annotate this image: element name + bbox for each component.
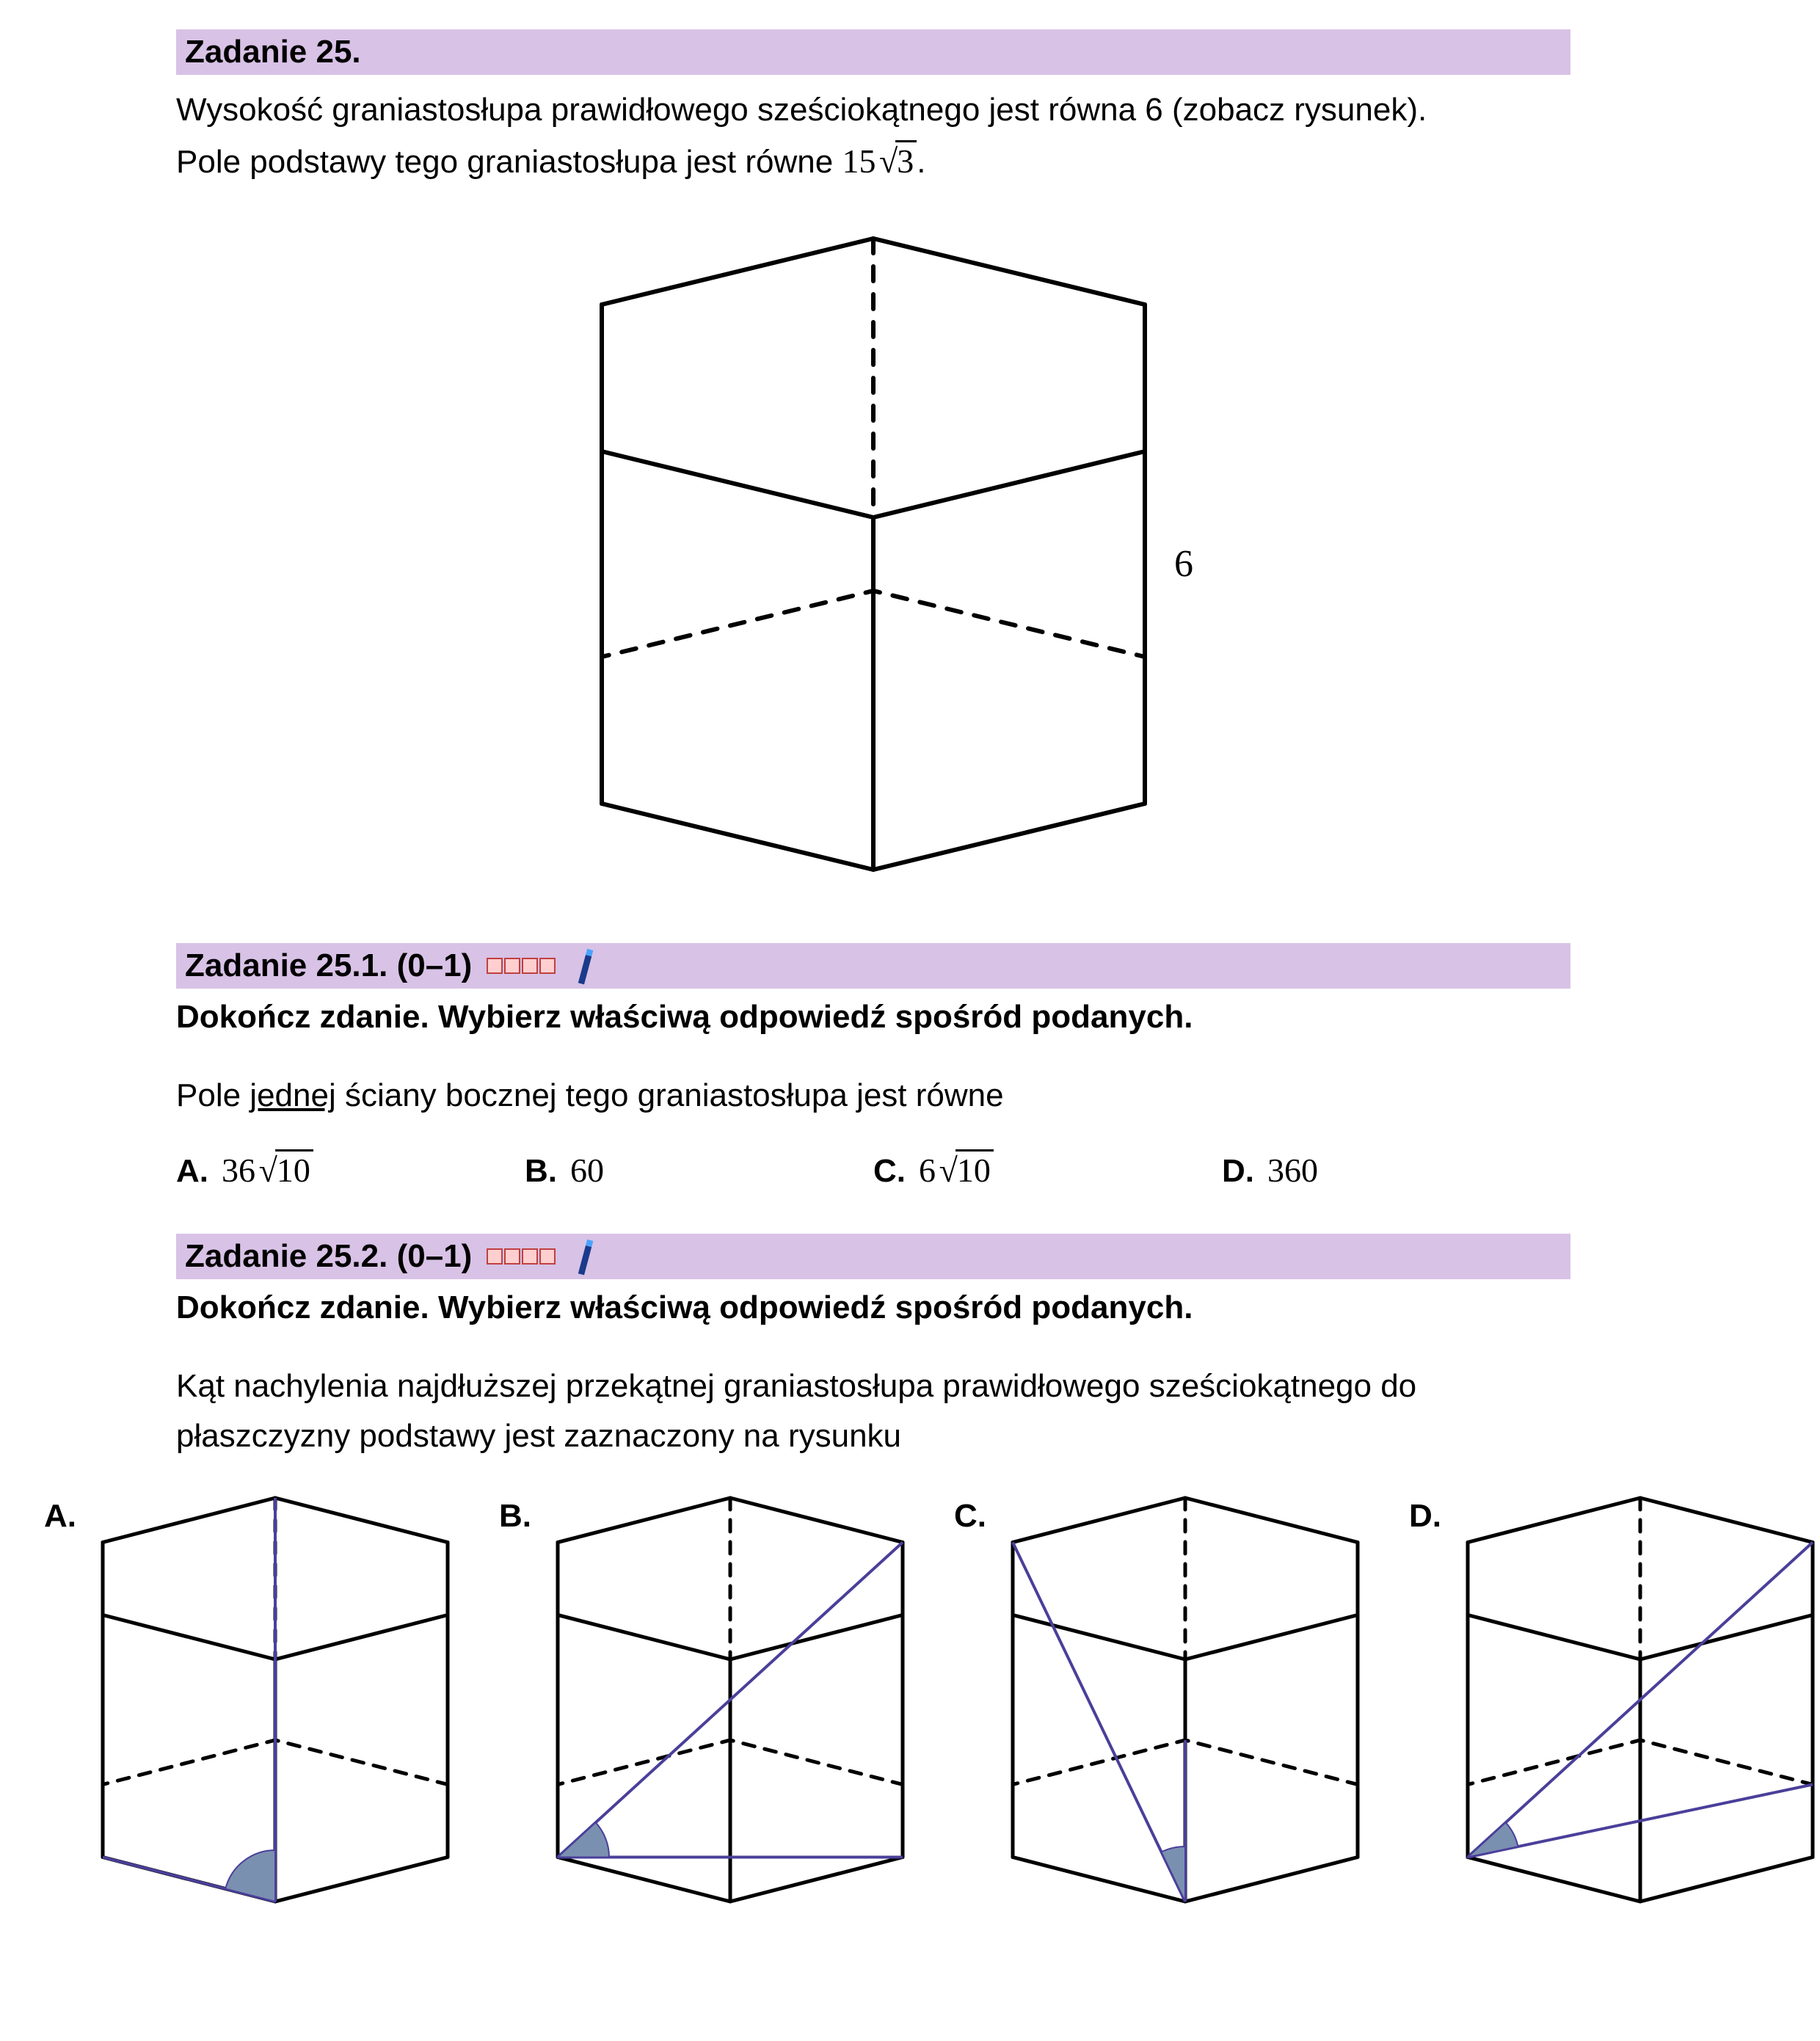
task-25-1-title: Zadanie 25.1. (0–1) — [185, 947, 472, 984]
option-D[interactable]: D. 360 — [1222, 1151, 1570, 1190]
task-25-2-instruction: Dokończ zdanie. Wybierz właściwą odpowie… — [176, 1279, 1570, 1332]
task-25-1-instruction: Dokończ zdanie. Wybierz właściwą odpowie… — [176, 989, 1570, 1041]
prism-D-svg — [1446, 1483, 1820, 1953]
hex-prism-svg: 6 — [506, 209, 1314, 928]
diagram-B[interactable]: B. — [499, 1483, 925, 1953]
diagram-C[interactable]: C. — [954, 1483, 1380, 1953]
option-C[interactable]: C. 6√10 — [873, 1151, 1222, 1190]
task-25-2-question: Kąt nachylenia najdłuższej przekątnej gr… — [176, 1332, 1570, 1461]
prism-C-svg — [991, 1483, 1380, 1953]
prism-A-svg — [81, 1483, 470, 1953]
option-B[interactable]: B. 60 — [525, 1151, 873, 1190]
task-25-line1: Wysokość graniastosłupa prawidłowego sze… — [176, 85, 1570, 135]
diagram-A[interactable]: A. — [44, 1483, 470, 1953]
score-squares-icon — [487, 958, 556, 974]
task-25-2-diagrams: A. B. C. D. — [44, 1483, 1820, 1953]
diagram-D[interactable]: D. — [1409, 1483, 1820, 1953]
task-25-1-options: A. 36√10 B. 60 C. 6√10 D. 360 — [176, 1121, 1570, 1190]
task-25-line2: Pole podstawy tego graniastosłupa jest r… — [176, 135, 1570, 187]
pen-icon — [560, 1233, 606, 1279]
task-25-1-question: Pole jednej ściany bocznej tego graniast… — [176, 1041, 1570, 1121]
pen-icon — [560, 943, 606, 989]
prism-B-svg — [536, 1483, 925, 1953]
task-25-title: Zadanie 25. — [185, 34, 361, 70]
task-25-header: Zadanie 25. — [176, 29, 1570, 75]
height-label: 6 — [1174, 543, 1193, 585]
option-A[interactable]: A. 36√10 — [176, 1151, 525, 1190]
task-25-2-title: Zadanie 25.2. (0–1) — [185, 1238, 472, 1275]
score-squares-icon — [487, 1248, 556, 1265]
task-25-1-header: Zadanie 25.1. (0–1) — [176, 943, 1570, 989]
task-25-2-header: Zadanie 25.2. (0–1) — [176, 1234, 1570, 1279]
task-25-text: Wysokość graniastosłupa prawidłowego sze… — [176, 75, 1570, 187]
main-prism-figure: 6 — [44, 187, 1776, 943]
math-15sqrt3: 15√3 — [842, 142, 917, 180]
